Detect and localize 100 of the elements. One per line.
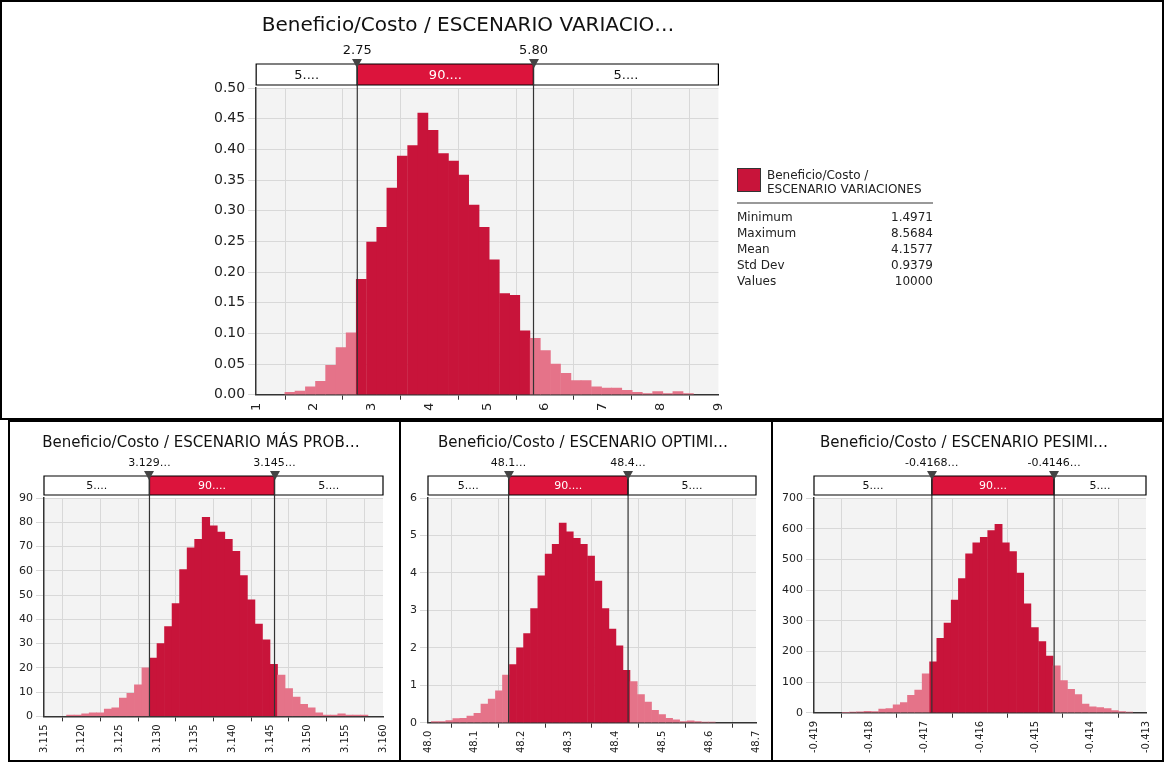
text: 90.... [198,479,226,493]
y-tick-label: 0 [26,709,33,723]
x-tick-label: 3.140 [225,724,237,754]
y-tick-label: 300 [782,613,803,627]
y-tick-label: 0.30 [214,201,246,218]
y-tick-label: 4 [410,565,417,579]
ref-line-label: -0.4146… [1027,456,1081,470]
x-tick-label: 3.135 [188,724,200,754]
y-tick-label: 90 [19,490,33,504]
y-tick-label: 2 [410,640,417,654]
x-tick-label: 3.120 [75,724,87,754]
y-tick-label: 0.50 [214,78,246,95]
y-tick-label: 80 [19,515,33,529]
y-tick-label: 6 [410,490,417,504]
text: 90.... [428,66,462,82]
y-tick-label: 70 [19,539,33,553]
y-tick-label: 200 [782,644,803,658]
x-tick-label: 7 [594,402,610,412]
y-tick-label: 0.10 [214,324,246,341]
text: Std Dev [737,258,786,272]
text: 90.... [979,479,1007,493]
chart-title: Beneficio/Costo / ESCENARIO MÁS PROB… [42,431,360,451]
chart-title: Beneficio/Costo / ESCENARIO OPTIMI… [437,432,729,451]
text: Minimum [737,210,794,224]
x-tick-label: 2 [305,402,321,412]
text: 5.... [294,66,320,82]
x-tick-label: -0.417 [918,720,930,754]
text: 90.... [554,479,583,493]
y-tick-label: 50 [19,587,33,601]
x-tick-label: -0.418 [862,720,874,754]
text: 5.... [86,479,108,493]
x-tick-label: 3.125 [112,724,124,754]
x-tick-label: 48.2 [515,730,527,753]
x-tick-label: -0.413 [1139,720,1151,754]
text: Mean [737,242,771,256]
x-tick-label: 9 [709,402,725,412]
y-tick-label: 500 [782,552,803,566]
x-tick-label: 3.145 [263,724,275,754]
ref-line-label: 48.4… [610,456,646,470]
chart-title: Beneficio/Costo / ESCENARIO PESIMI… [819,432,1109,451]
y-tick-label: 3 [410,603,417,617]
text: 4.1577 [891,242,933,256]
y-tick-label: 0.05 [214,354,246,371]
y-tick-label: 0.25 [214,232,246,249]
text: 5.... [862,479,884,493]
ref-line-label: 3.145… [253,456,296,470]
y-tick-label: 0.20 [214,262,246,279]
y-tick-label: 1 [410,678,417,692]
x-tick-label: 3.115 [37,724,49,754]
x-tick-label: -0.414 [1084,720,1096,754]
x-tick-label: 48.0 [421,730,433,753]
y-tick-label: 0.45 [214,109,246,126]
x-tick-label: 6 [536,402,552,412]
y-tick-label: 400 [782,582,803,596]
x-tick-label: -0.415 [1028,720,1040,754]
x-tick-label: 48.3 [562,730,574,753]
ref-line-label: 5.80 [519,41,548,57]
text: 5.... [1089,479,1111,493]
y-tick-label: 0 [410,715,417,729]
y-tick-label: 0.15 [214,293,246,310]
y-tick-label: 700 [782,490,803,504]
y-tick-label: 0 [796,705,803,719]
x-tick-label: 48.7 [749,730,761,753]
y-tick-label: 5 [410,528,417,542]
ref-line-label: 3.129… [128,456,171,470]
text: 8.5684 [891,226,933,240]
x-tick-label: 5 [478,402,494,412]
x-tick-label: 3.150 [301,724,313,754]
y-tick-label: 10 [19,684,33,698]
x-tick-label: 4 [420,402,436,412]
y-tick-label: 0.00 [214,385,246,402]
ref-line-label: 48.1… [490,456,527,470]
x-tick-label: 1 [247,402,263,412]
y-tick-label: 40 [19,612,33,626]
text: Maximum [737,226,798,240]
x-tick-label: 3.155 [338,724,350,754]
y-tick-label: 0.35 [214,170,246,187]
legend-label: Beneficio/Costo / ESCENARIO VARIACIONES [767,168,923,196]
y-tick-label: 20 [19,660,33,674]
x-tick-label: 48.5 [655,730,667,753]
text: Values [737,274,778,288]
text: 5.... [318,479,340,493]
y-tick-label: 100 [782,674,803,688]
ref-line-label: 2.75 [342,41,372,57]
y-tick-label: 600 [782,521,803,535]
x-tick-label: 48.1 [468,730,480,753]
x-tick-label: -0.416 [973,720,985,754]
chart-title: Beneficio/Costo / ESCENARIO VARIACIO… [261,12,675,37]
y-tick-label: 60 [19,563,33,577]
y-tick-label: 0.40 [214,139,246,156]
x-tick-label: 3.130 [150,724,162,754]
text: 1.4971 [891,210,933,224]
y-tick-label: 30 [19,636,33,650]
text: 0.9379 [891,258,933,272]
x-tick-label: -0.419 [807,720,819,754]
x-tick-label: 3.160 [376,724,388,754]
x-tick-label: 48.6 [702,730,714,753]
text: 5.... [457,479,479,493]
text: 5.... [681,479,703,493]
text: 5.... [613,66,639,82]
